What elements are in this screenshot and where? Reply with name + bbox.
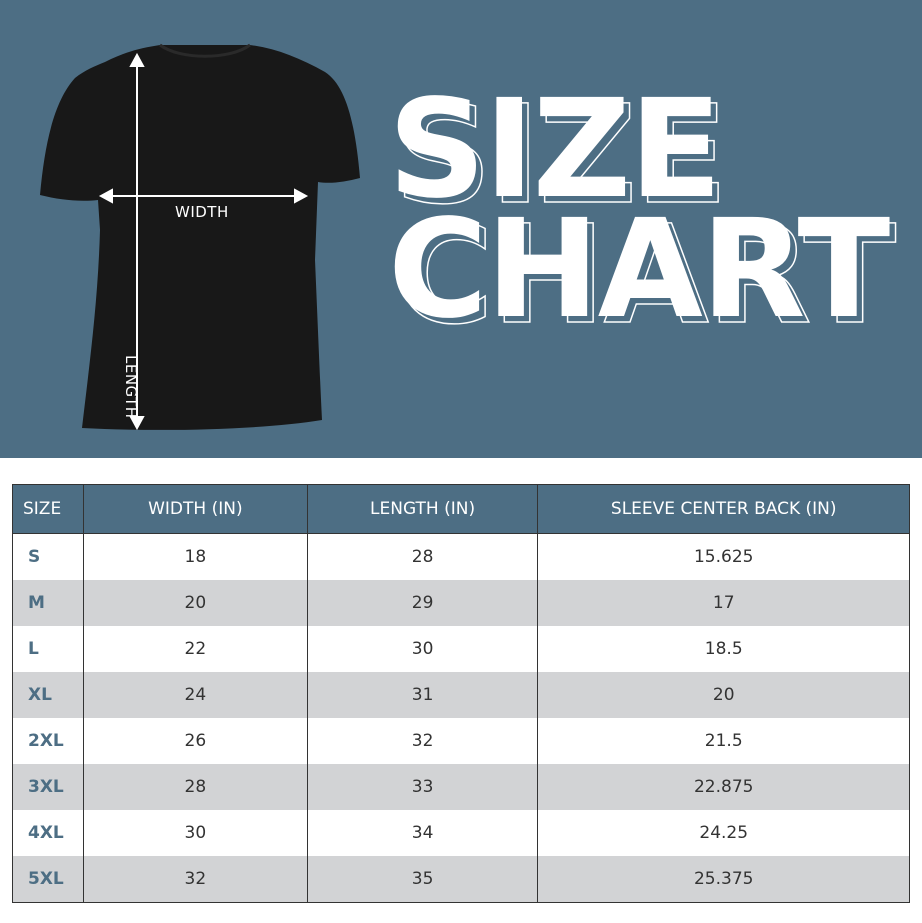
width-arrow xyxy=(98,188,309,204)
table-row: 2XL 26 32 21.5 xyxy=(12,718,910,764)
table-row: S 18 28 15.625 xyxy=(12,533,910,580)
value-cell: 34 xyxy=(306,810,539,856)
title-text: CHART xyxy=(388,191,890,349)
size-cell: 2XL xyxy=(12,718,84,764)
value-cell: 21.5 xyxy=(537,718,910,764)
title-size: SIZE SIZE xyxy=(388,82,729,225)
table-row: 5XL 32 35 25.375 xyxy=(12,856,910,903)
value-cell: 35 xyxy=(306,856,539,903)
value-cell: 29 xyxy=(306,580,539,626)
value-cell: 32 xyxy=(306,718,539,764)
column-header: WIDTH (IN) xyxy=(82,484,308,534)
size-cell: 5XL xyxy=(12,856,84,903)
size-cell: 3XL xyxy=(12,764,84,810)
value-cell: 26 xyxy=(82,718,308,764)
value-cell: 28 xyxy=(82,764,308,810)
table-row: 3XL 28 33 22.875 xyxy=(12,764,910,810)
value-cell: 24.25 xyxy=(537,810,910,856)
title-text: SIZE xyxy=(388,71,722,229)
size-cell: 4XL xyxy=(12,810,84,856)
table-row: 4XL 30 34 24.25 xyxy=(12,810,910,856)
table-header: SIZE WIDTH (IN) LENGTH (IN) SLEEVE CENTER B… xyxy=(12,484,910,534)
size-cell: M xyxy=(12,580,84,626)
title-outline: SIZE xyxy=(393,77,729,235)
width-label: WIDTH xyxy=(175,203,229,221)
value-cell: 24 xyxy=(82,672,308,718)
value-cell: 15.625 xyxy=(537,533,910,580)
column-header: SLEEVE CENTER BACK (IN) xyxy=(537,484,910,534)
value-cell: 22.875 xyxy=(537,764,910,810)
length-arrow xyxy=(129,52,145,431)
length-label: LENGTH xyxy=(122,355,140,419)
value-cell: 25.375 xyxy=(537,856,910,903)
value-cell: 22 xyxy=(82,626,308,672)
value-cell: 18.5 xyxy=(537,626,910,672)
value-cell: 30 xyxy=(82,810,308,856)
size-cell: XL xyxy=(12,672,84,718)
value-cell: 20 xyxy=(537,672,910,718)
title-outline: CHART xyxy=(393,197,897,355)
table-row: M 20 29 17 xyxy=(12,580,910,626)
column-header: LENGTH (IN) xyxy=(306,484,539,534)
table-row: L 22 30 18.5 xyxy=(12,626,910,672)
size-cell: L xyxy=(12,626,84,672)
size-table: SIZE WIDTH (IN) LENGTH (IN) SLEEVE CENTER B… xyxy=(12,484,910,903)
column-header: SIZE xyxy=(12,484,84,534)
value-cell: 33 xyxy=(306,764,539,810)
size-cell: S xyxy=(12,533,84,580)
value-cell: 20 xyxy=(82,580,308,626)
value-cell: 32 xyxy=(82,856,308,903)
t-shirt-image xyxy=(40,43,360,431)
value-cell: 28 xyxy=(306,533,539,580)
value-cell: 30 xyxy=(306,626,539,672)
value-cell: 31 xyxy=(306,672,539,718)
value-cell: 17 xyxy=(537,580,910,626)
title-chart: CHART CHART xyxy=(388,202,897,345)
hero-banner: WIDTH LENGTH SIZE SIZE CHART CHART xyxy=(0,0,922,458)
table-row: XL 24 31 20 xyxy=(12,672,910,718)
value-cell: 18 xyxy=(82,533,308,580)
